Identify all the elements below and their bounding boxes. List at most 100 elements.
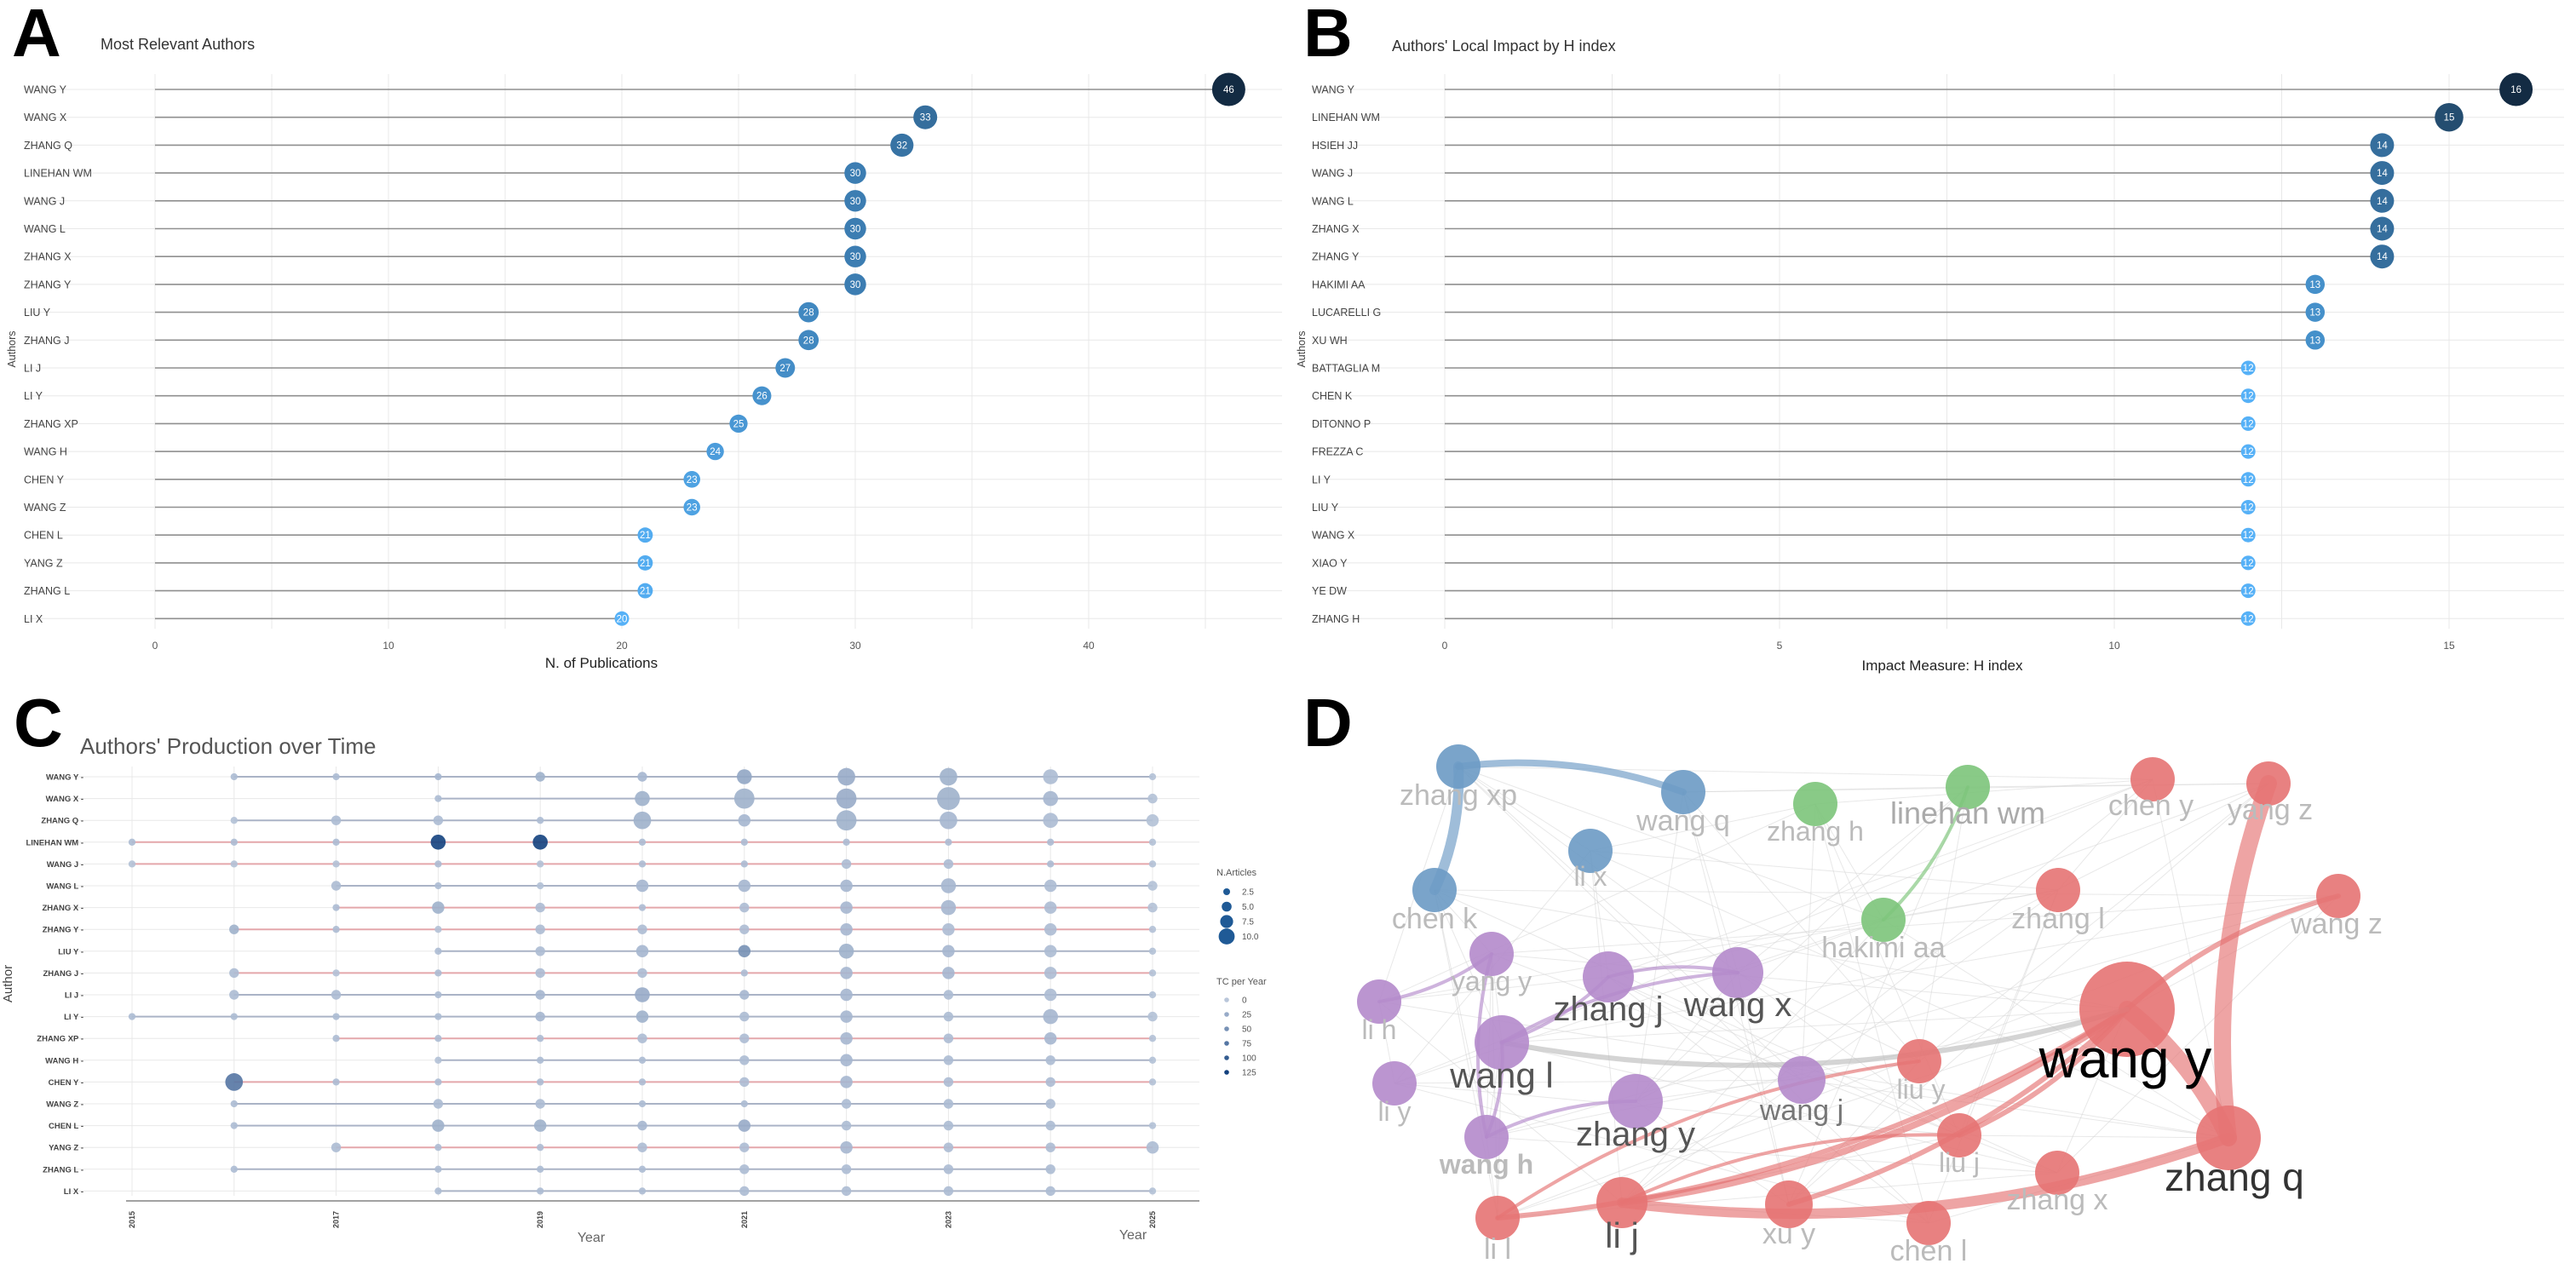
lollipop-dot	[2240, 360, 2256, 376]
network-background-edge	[1394, 1083, 1929, 1224]
production-dot	[230, 838, 238, 846]
lollipop-dot	[2240, 611, 2256, 626]
production-dot	[434, 1078, 442, 1086]
author-label: ZHANG Q -	[41, 817, 83, 826]
value-label: 14	[2377, 169, 2388, 179]
network-background-edge	[1801, 803, 1816, 1081]
production-dot	[331, 1142, 342, 1152]
network-background-edge	[2056, 895, 2339, 1174]
legend-size-label: 2.5	[1242, 888, 1254, 898]
network-node	[2246, 761, 2291, 806]
lollipop-dot	[775, 358, 796, 378]
network-node	[1464, 1115, 1509, 1159]
legend-size-label: 7.5	[1242, 918, 1254, 928]
production-dot	[1147, 1011, 1158, 1022]
production-dot	[230, 1013, 238, 1020]
production-dot	[943, 1099, 954, 1109]
network-background-edge	[1501, 895, 2339, 1043]
production-dot	[535, 946, 545, 956]
author-label: ZHANG J	[24, 335, 69, 347]
network-background-edge	[1458, 766, 1803, 1081]
panel-c-xlabel-right: Year	[1119, 1228, 1147, 1243]
value-label: 13	[2309, 336, 2320, 346]
network-background-edge	[1635, 972, 1739, 1102]
production-dot	[432, 1119, 445, 1132]
network-node-label: yang y	[1452, 966, 1532, 996]
production-dot	[739, 1011, 750, 1022]
network-node	[2316, 874, 2360, 918]
production-dot	[841, 1164, 852, 1174]
network-node-label: xu y	[1762, 1218, 1815, 1250]
production-dot	[940, 899, 957, 916]
author-label: CHEN L	[24, 530, 63, 542]
production-dot	[537, 1078, 544, 1086]
network-node-label: zhang q	[2165, 1155, 2304, 1199]
production-dot	[1044, 967, 1057, 979]
lollipop-dot	[2305, 302, 2326, 322]
network-background-edge	[1434, 889, 1503, 1043]
network-background-edge	[1928, 889, 2059, 1224]
production-dot	[1043, 790, 1058, 807]
production-dot	[1043, 1008, 1058, 1025]
year-tick-label: 2019	[536, 1211, 544, 1228]
value-label: 26	[756, 392, 768, 402]
production-dot	[840, 1054, 853, 1067]
legend-color-label: 50	[1242, 1025, 1252, 1035]
network-node-label: zhang xp	[1400, 779, 1517, 812]
production-dot	[842, 838, 850, 846]
production-dot	[537, 1187, 544, 1195]
production-dot	[635, 1010, 649, 1023]
network-background-edge	[1737, 783, 2269, 973]
production-dot	[1148, 860, 1157, 868]
production-dot	[537, 1144, 544, 1152]
network-node-label: li y	[1377, 1096, 1411, 1127]
network-background-edge	[1967, 783, 2269, 788]
network-node	[1596, 1177, 1647, 1228]
production-dot	[638, 860, 647, 868]
value-label: 21	[640, 531, 651, 541]
lollipop-dot	[2240, 388, 2256, 404]
production-dot	[638, 1187, 647, 1195]
author-label: BATTAGLIA M	[1312, 363, 1380, 375]
production-dot	[840, 922, 853, 936]
value-label: 21	[640, 559, 651, 569]
value-label: 23	[687, 503, 698, 514]
production-dot	[738, 945, 751, 958]
value-label: 32	[896, 141, 907, 151]
year-tick-label: 2025	[1148, 1211, 1157, 1228]
legend-color-label: 100	[1242, 1054, 1256, 1064]
production-dot	[1044, 988, 1057, 1002]
author-label: ZHANG H	[1312, 613, 1360, 625]
x-tick-label: 5	[1777, 640, 1783, 652]
author-label: ZHANG J -	[43, 969, 84, 979]
production-dot	[738, 1119, 751, 1132]
production-dot	[943, 1186, 954, 1197]
panel-c-title: Authors' Production over Time	[80, 733, 376, 759]
author-label: LIU Y	[24, 307, 51, 319]
network-background-edge	[1635, 786, 1969, 1102]
production-dot	[331, 815, 342, 825]
value-label: 25	[733, 419, 745, 429]
network-edge	[1455, 759, 1687, 795]
legend-size-title: N.Articles	[1216, 868, 1257, 878]
lollipop-dot	[913, 105, 938, 129]
network-node-label: li x	[1573, 861, 1607, 892]
production-dot	[332, 860, 340, 868]
production-dot	[940, 767, 957, 786]
value-label: 13	[2309, 308, 2320, 319]
production-dot	[1146, 1140, 1159, 1154]
production-dot	[1148, 926, 1157, 933]
network-node-label: chen y	[2108, 790, 2194, 822]
production-dot	[537, 1056, 544, 1064]
lollipop-dot	[844, 162, 866, 184]
author-label: HAKIMI AA	[1312, 279, 1366, 290]
network-background-edge	[1378, 976, 1609, 1002]
production-dot	[128, 838, 136, 846]
value-label: 12	[2243, 419, 2254, 429]
author-label: LI Y	[1312, 474, 1331, 485]
production-dot	[533, 1119, 547, 1132]
author-label: WANG J	[24, 195, 65, 207]
production-dot	[1147, 793, 1158, 804]
x-tick-label: 10	[2108, 640, 2120, 652]
production-dot	[837, 767, 855, 786]
